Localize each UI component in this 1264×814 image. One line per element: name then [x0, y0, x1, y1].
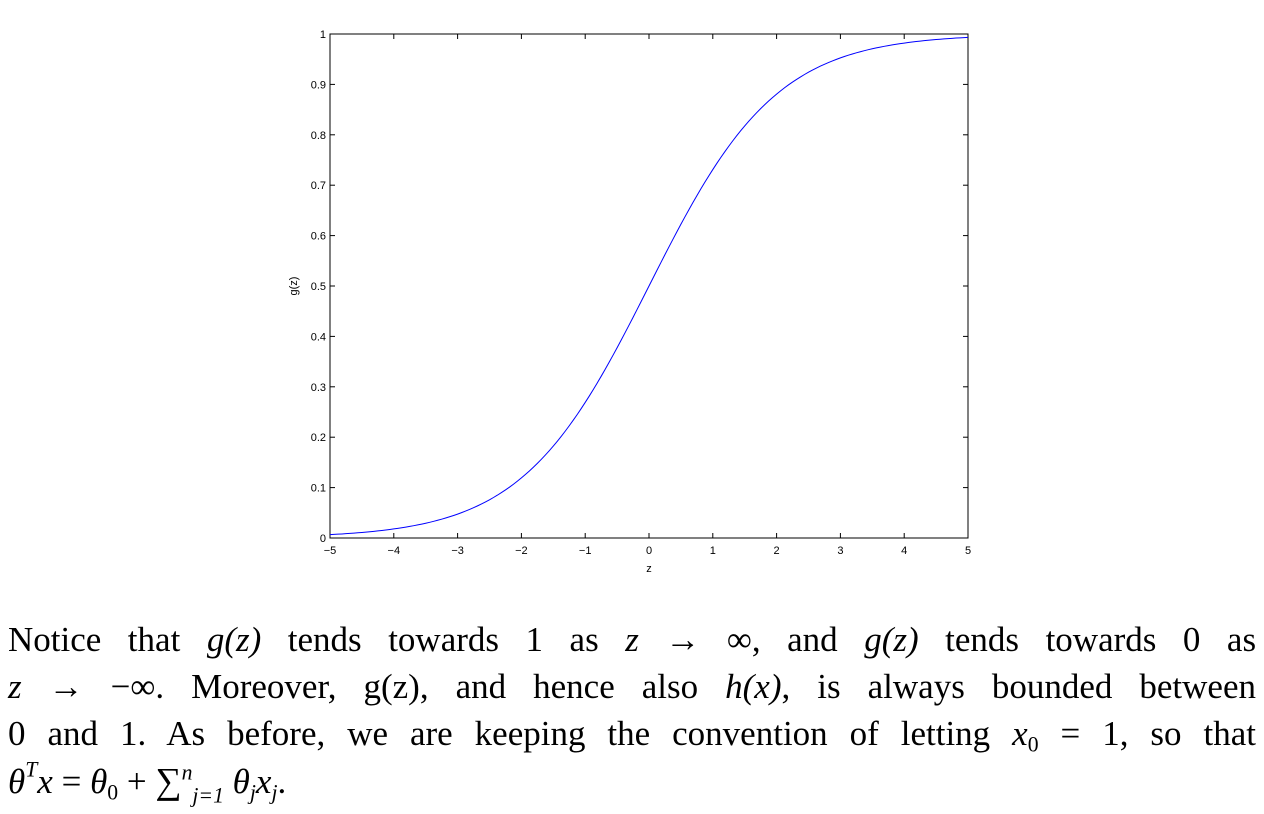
paragraph-line-4: θTx = θ0 + ∑nj=1 θjxj.: [8, 757, 287, 808]
y-tick-label: 0.9: [311, 79, 326, 91]
x-tick-label: 4: [901, 545, 907, 557]
x-axis-label: z: [646, 563, 652, 575]
y-tick-label: 0: [320, 533, 326, 545]
sigmoid-plot: −5 −4 −3 −2 −1 0 1 2 3 4 5 0 0.1 0.2 0.3 0.4 0.5 0.6 0.7 0.…: [288, 29, 971, 575]
y-tick-label: 0.3: [311, 382, 326, 394]
y-tick-label: 0.4: [311, 331, 326, 343]
x-tick-label: 0: [646, 545, 652, 557]
x-tick-label: −4: [388, 545, 401, 557]
sigmoid-curve: [329, 36, 969, 536]
x-tick-label: 3: [837, 545, 843, 557]
y-tick-label: 1: [320, 29, 326, 41]
x-tick-label: 2: [774, 545, 780, 557]
paragraph-line-1: Notice that g(z) tends towards 1 as z → …: [8, 620, 1257, 659]
x-tick-label: −5: [324, 545, 337, 557]
x-tick-label: 1: [710, 545, 716, 557]
y-tick-label: 0.8: [311, 130, 326, 142]
y-tick-label: 0.7: [311, 180, 326, 192]
y-tick-label: 0.6: [311, 231, 326, 243]
y-tick-label: 0.2: [311, 432, 326, 444]
x-tick-label: −1: [579, 545, 592, 557]
y-axis-label: g(z): [288, 277, 300, 296]
x-tick-label: −2: [515, 545, 528, 557]
x-tick-label: −3: [451, 545, 464, 557]
paragraph-line-2: z → −∞. Moreover, g(z), and hence also h…: [8, 667, 1256, 706]
y-tick-label: 0.1: [311, 483, 326, 495]
body-paragraph: Notice that g(z) tends towards 1 as z → …: [8, 616, 1257, 808]
y-tick-label: 0.5: [311, 281, 326, 293]
paragraph-line-3: 0 and 1. As before, we are keeping the c…: [8, 714, 1257, 757]
x-tick-label: 5: [965, 545, 971, 557]
